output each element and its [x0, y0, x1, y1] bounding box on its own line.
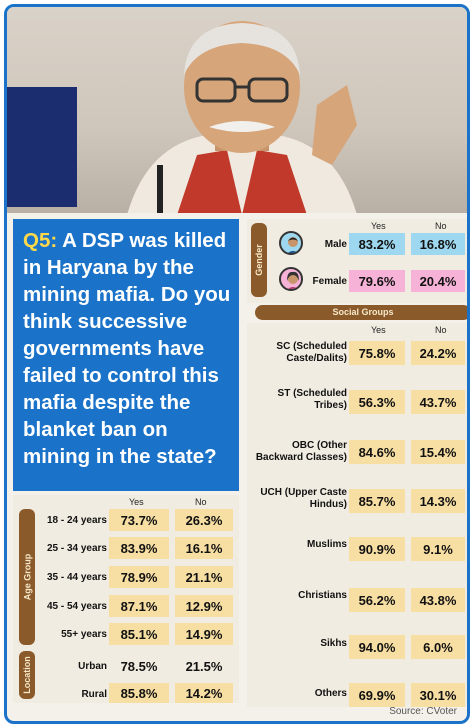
- location-urban-no: 21.5%: [185, 658, 223, 674]
- social-sikhs-yes: 94.0%: [349, 635, 405, 659]
- social-label-uch: UCH (Upper Caste Hindus): [260, 487, 347, 510]
- age-label-35-44: 35 - 44 years: [46, 572, 107, 583]
- age-25-34-yes: 83.9%: [109, 537, 169, 559]
- social-no-header: No: [435, 325, 447, 335]
- social-label-sikhs: Sikhs: [320, 638, 347, 649]
- social-sikhs-no: 6.0%: [411, 635, 465, 659]
- age-18-24-no: 26.3%: [175, 509, 233, 531]
- age-group-tab: Age Group: [19, 509, 35, 645]
- location-tab: Location: [19, 651, 35, 699]
- age-label-25-34: 25 - 34 years: [46, 543, 107, 554]
- gender-female-no: 20.4%: [411, 270, 465, 292]
- location-rural-no: 14.2%: [175, 683, 233, 703]
- social-label-st: ST (Scheduled Tribes): [277, 388, 347, 411]
- social-st-no: 43.7%: [411, 390, 465, 414]
- location-rural-yes: 85.8%: [109, 683, 169, 703]
- social-groups-title: Social Groups: [255, 305, 467, 320]
- gender-male-no: 16.8%: [411, 233, 465, 255]
- gender-female-yes: 79.6%: [349, 270, 405, 292]
- social-yes-header: Yes: [371, 325, 386, 335]
- age-45-54-no: 12.9%: [175, 595, 233, 617]
- age-yes-header: Yes: [129, 497, 144, 507]
- female-avatar-icon: [279, 267, 303, 291]
- question-text: Q5: A DSP was killed in Haryana by the m…: [23, 227, 231, 470]
- social-obc-no: 15.4%: [411, 440, 465, 464]
- gender-tab: Gender: [251, 223, 267, 297]
- social-sc-no: 24.2%: [411, 341, 465, 365]
- social-muslims-no: 9.1%: [411, 537, 465, 561]
- social-uch-yes: 85.7%: [349, 489, 405, 513]
- location-label-rural: Rural: [81, 689, 107, 700]
- social-uch-no: 14.3%: [411, 489, 465, 513]
- question-number: Q5:: [23, 229, 58, 252]
- social-label-obc: OBC (Other Backward Classes): [255, 440, 347, 463]
- social-label-sc: SC (Scheduled Caste/Dalits): [276, 341, 347, 364]
- age-45-54-yes: 87.1%: [109, 595, 169, 617]
- age-18-24-yes: 73.7%: [109, 509, 169, 531]
- social-panel: Yes No SC (Scheduled Caste/Dalits) 75.8%…: [247, 323, 467, 707]
- social-label-muslims: Muslims: [306, 539, 347, 550]
- age-no-header: No: [195, 497, 207, 507]
- social-label-christians: Christians: [298, 590, 347, 601]
- gender-yes-header: Yes: [371, 221, 386, 231]
- age-label-45-54: 45 - 54 years: [46, 601, 107, 612]
- location-label-urban: Urban: [78, 661, 107, 672]
- source-credit: Source: CVoter: [389, 706, 457, 717]
- question-box: Q5: A DSP was killed in Haryana by the m…: [13, 219, 239, 491]
- politician-portrait: [127, 21, 357, 213]
- social-st-yes: 56.3%: [349, 390, 405, 414]
- header-photo: [7, 7, 467, 213]
- age-location-panel: Age Group Location Yes No 18 - 24 years …: [13, 495, 239, 703]
- social-muslims-yes: 90.9%: [349, 537, 405, 561]
- age-55-plus-no: 14.9%: [175, 623, 233, 645]
- age-label-18-24: 18 - 24 years: [46, 515, 107, 526]
- social-christians-yes: 56.2%: [349, 588, 405, 612]
- gender-male-yes: 83.2%: [349, 233, 405, 255]
- location-urban-yes: 78.5%: [120, 658, 158, 674]
- gender-no-header: No: [435, 221, 447, 231]
- backdrop-panel: [7, 87, 77, 207]
- gender-label-female: Female: [312, 276, 347, 287]
- social-sc-yes: 75.8%: [349, 341, 405, 365]
- age-35-44-yes: 78.9%: [109, 566, 169, 588]
- age-55-plus-yes: 85.1%: [109, 623, 169, 645]
- social-christians-no: 43.8%: [411, 588, 465, 612]
- age-35-44-no: 21.1%: [175, 566, 233, 588]
- infographic-frame: Q5: A DSP was killed in Haryana by the m…: [4, 4, 470, 724]
- social-obc-yes: 84.6%: [349, 440, 405, 464]
- social-label-others: Others: [314, 688, 347, 699]
- age-25-34-no: 16.1%: [175, 537, 233, 559]
- male-avatar-icon: [279, 231, 303, 255]
- gender-label-male: Male: [324, 239, 347, 250]
- gender-panel: Gender Yes No Male 83.2% 16.8% Female 79…: [247, 219, 467, 303]
- social-others-yes: 69.9%: [349, 683, 405, 707]
- age-label-55-plus: 55+ years: [61, 629, 107, 640]
- question-body: A DSP was killed in Haryana by the minin…: [23, 229, 231, 468]
- social-others-no: 30.1%: [411, 683, 465, 707]
